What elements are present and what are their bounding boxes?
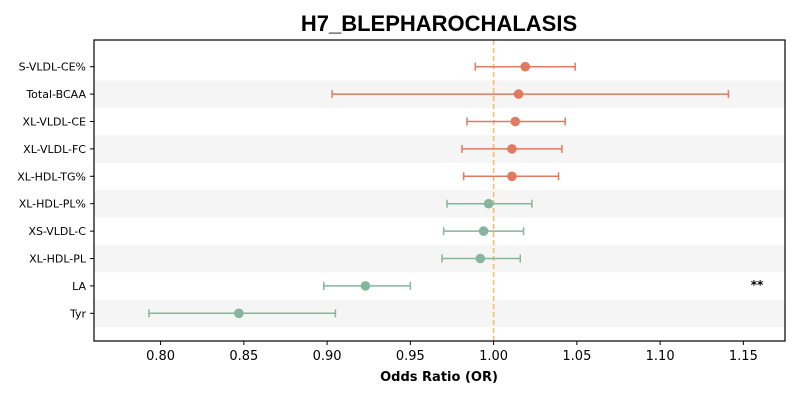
y-tick-label: Total-BCAA [25,88,86,101]
or-point [483,198,494,209]
x-tick-label: 0.90 [313,349,342,364]
or-point [520,61,531,72]
forest-row: XL-VLDL-FC [23,143,563,156]
or-point [513,89,524,99]
forest-rows: S-VLDL-CE% Total-BCAA XL-VLDL-CE XL-VLDL-FC… [17,61,764,321]
forest-row: XL-VLDL-CE [23,116,566,129]
y-tick-label: XL-HDL-PL% [19,198,86,211]
or-point [478,226,489,236]
x-tick-label: 0.85 [229,349,258,364]
x-tick-label: 1.10 [646,349,675,364]
x-tick-label: 1.15 [729,349,758,364]
or-point [507,171,517,182]
y-tick-label: LA [72,280,86,293]
or-point [234,308,244,319]
forest-row: Total-BCAA [25,88,730,101]
or-point [510,116,521,127]
plot-frame [93,39,786,342]
y-tick-label: XL-HDL-TG% [17,170,86,183]
x-tick-label: 0.95 [396,349,425,364]
significance-marker: ** [751,278,764,292]
x-axis: 0.80 0.85 0.90 0.95 1.00 1.05 1.10 1.15 [146,341,758,364]
row-bands [94,80,785,327]
x-tick-label: 1.05 [562,349,591,364]
row-band [94,135,785,163]
y-tick-label: XL-VLDL-FC [23,143,86,156]
x-tick-label: 0.80 [146,349,175,364]
forest-row: XL-HDL-PL [29,253,522,266]
or-point [360,281,371,291]
forest-row: S-VLDL-CE% [19,61,576,74]
y-tick-label: XS-VLDL-C [28,225,86,238]
y-tick-label: XL-VLDL-CE [23,116,87,129]
or-point [507,144,517,154]
y-tick-label: Tyr [69,307,87,320]
forest-row: Tyr [69,307,337,320]
forest-row: XL-HDL-TG% [17,170,560,183]
y-tick-label: S-VLDL-CE% [19,61,86,74]
forest-row: XS-VLDL-C [28,225,525,238]
row-band [94,244,785,273]
y-tick-label: XL-HDL-PL [29,253,87,266]
or-point [475,253,486,264]
chart-title: H7_BLEPHAROCHALASIS [301,11,577,36]
x-axis-title: Odds Ratio (OR) [380,370,498,385]
forest-row: LA ** [72,278,764,293]
forest-row: XL-HDL-PL% [19,198,533,211]
row-band [94,190,785,218]
x-tick-label: 1.00 [479,349,508,364]
